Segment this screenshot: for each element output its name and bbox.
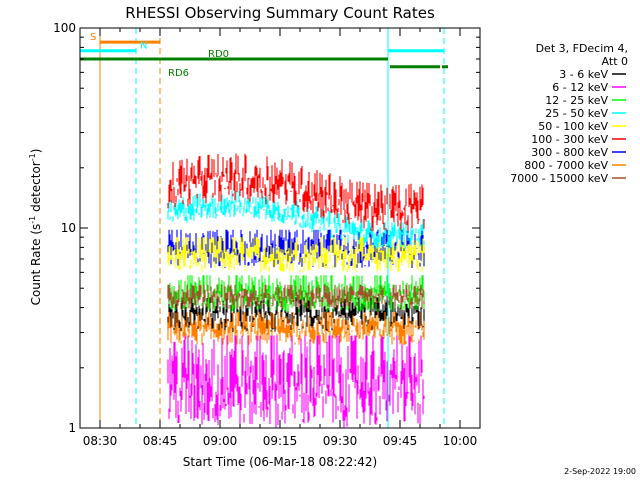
legend-entry-label: 25 - 50 keV [545,107,608,120]
legend-entry-label: 12 - 25 keV [545,94,608,107]
legend-entry-label: 800 - 7000 keV [524,159,608,172]
x-tick-label: 09:00 [203,434,238,448]
x-tick-label: 08:30 [83,434,118,448]
ylabel-end: ) [29,149,43,154]
flag-rd6: RD6 [168,65,448,79]
ylabel-sup-1: -1 [28,216,37,224]
series-6-12keV [167,335,425,428]
flag-label: N [140,41,147,52]
series-7000-15000keV [167,284,425,310]
x-tick-label: 08:45 [143,434,178,448]
legend-entry-label: 7000 - 15000 keV [510,172,608,185]
ylabel-sup-2: -1 [28,153,37,161]
series-trace [167,284,425,310]
x-tick-label: 09:15 [263,434,298,448]
x-tick-label: 09:45 [383,434,418,448]
flag-n: N [80,41,444,53]
y-axis-label: Count Rate (s-1 detector-1) [28,149,43,306]
series-trace [167,312,425,345]
legend-entry-label: 100 - 300 keV [531,133,608,146]
footer-date: 2-Sep-2022 19:00 [564,467,636,476]
flag-label: S [90,32,96,43]
y-tick-label: 100 [53,21,76,35]
flag-rd0: RD0 [80,49,388,61]
series-25-50keV [167,190,425,250]
x-tick-label: 10:00 [443,434,478,448]
legend-entry-label: 50 - 100 keV [538,120,608,133]
plot-area: S N RD0 RD6 [79,28,448,428]
legend-header: Att 0 [602,55,628,68]
svg-text:Count Rate (s-1 detector-1): Count Rate (s-1 detector-1) [28,149,43,306]
flag-label: RD0 [208,49,229,60]
series-trace [167,237,425,273]
series-50-100keV [167,237,425,273]
series-trace [167,153,425,232]
axes: 08:30 08:45 09:00 09:15 09:30 09:45 10:00 1 10 10… [53,21,481,448]
chart-title: RHESSI Observing Summary Count Rates [125,4,435,22]
flag-s: S [90,32,160,44]
flag-label: RD6 [168,68,189,79]
series-800-7000keV [167,312,425,345]
x-axis-label: Start Time (06-Mar-18 08:22:42) [183,455,377,469]
legend-entry-label: 6 - 12 keV [552,81,608,94]
ylabel-main: Count Rate (s [29,224,43,306]
legend-header: Det 3, FDecim 4, [536,42,628,55]
y-tick-label: 1 [68,421,76,435]
legend-entry-label: 300 - 800 keV [531,146,608,159]
series-trace [167,335,425,428]
y-tick-label: 10 [61,221,76,235]
ylabel-mid: detector [29,161,43,216]
series-trace [167,190,425,250]
series-100-300keV [167,153,425,232]
legend-entry-label: 3 - 6 keV [559,68,608,81]
x-tick-label: 09:30 [323,434,358,448]
